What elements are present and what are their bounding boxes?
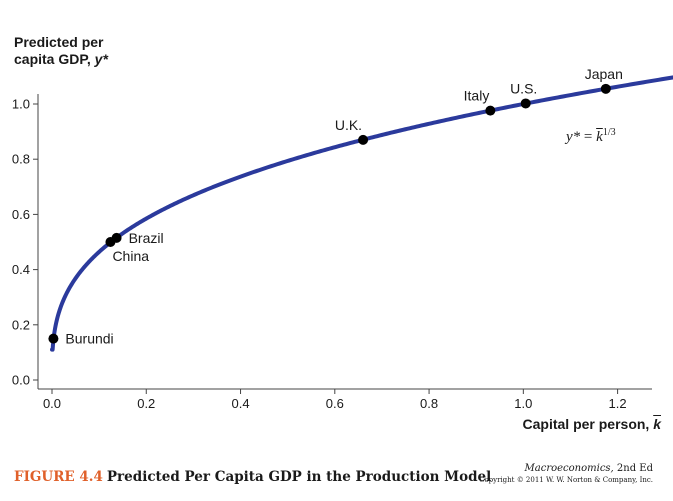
y-axis-label-text-1: Predicted per	[14, 34, 104, 50]
figure-caption: FIGURE 4.4 Predicted Per Capita GDP in th…	[14, 469, 491, 485]
curve-equation: y* = k1/3	[566, 127, 616, 146]
book-line: Macroeconomics, 2nd Ed	[479, 462, 653, 475]
point-label-us: U.S.	[510, 80, 537, 96]
data-point-burundi	[48, 333, 59, 344]
x-tick-label: 0.0	[43, 396, 61, 411]
x-tick-label: 0.4	[231, 396, 249, 411]
curve-layer	[50, 75, 673, 352]
y-tick-label: 0.6	[12, 207, 30, 222]
y-tick-label: 0.2	[12, 317, 30, 332]
equation-equals: =	[580, 129, 597, 145]
data-point-italy	[485, 105, 496, 116]
x-tick-label: 0.2	[137, 396, 155, 411]
x-tick-label: 0.8	[420, 396, 438, 411]
production-curve	[50, 75, 673, 352]
y-axis-symbol: y*	[94, 51, 108, 67]
y-tick-label: 0.8	[12, 152, 30, 167]
point-label-burundi: Burundi	[65, 331, 113, 347]
y-tick-label: 0.0	[12, 373, 30, 388]
points-layer: Burundi China Brazil U.K. Italy U.S. Japan	[48, 66, 623, 347]
figure-title: Predicted Per Capita GDP in the Producti…	[106, 469, 492, 485]
y-tick-label: 1.0	[12, 97, 30, 112]
point-label-uk: U.K.	[335, 117, 362, 133]
x-tick-label: 1.0	[514, 396, 532, 411]
point-label-italy: Italy	[464, 88, 490, 104]
book-title: Macroeconomics,	[524, 463, 614, 474]
figure-number: FIGURE 4.4	[14, 469, 103, 485]
y-axis-label-text-2: capita GDP,	[14, 51, 95, 67]
data-point-uk	[358, 134, 369, 145]
y-tick-label: 0.4	[12, 262, 30, 277]
equation-base: k	[596, 129, 603, 145]
book-edition: 2nd Ed	[613, 463, 653, 474]
x-tick-label: 1.2	[609, 396, 627, 411]
point-label-brazil: Brazil	[129, 230, 164, 246]
data-point-japan	[600, 83, 611, 94]
equation-exponent: 1/3	[602, 127, 616, 138]
equation-lhs: y*	[566, 129, 581, 145]
x-tick-label: 0.6	[326, 396, 344, 411]
book-credit: Macroeconomics, 2nd Ed Copyright © 2011 …	[479, 462, 653, 485]
x-axis-symbol: k	[653, 416, 661, 432]
x-axis-label: Capital per person, k	[523, 416, 662, 432]
data-point-us	[520, 98, 531, 109]
x-axis-label-text: Capital per person,	[522, 416, 654, 432]
copyright-line: Copyright © 2011 W. W. Norton & Company,…	[479, 476, 653, 484]
y-axis-label-line-2: capita GDP, y*	[14, 51, 108, 68]
point-label-japan: Japan	[585, 66, 623, 82]
axes: 0.0 0.2 0.4 0.6 0.8 1.0 0.0 0.2 0.4 0.6 0.8 1.0 1.2	[12, 94, 652, 411]
data-point-brazil	[111, 232, 122, 243]
y-axis-label-line-1: Predicted per	[14, 34, 103, 51]
point-label-china: China	[112, 248, 149, 264]
